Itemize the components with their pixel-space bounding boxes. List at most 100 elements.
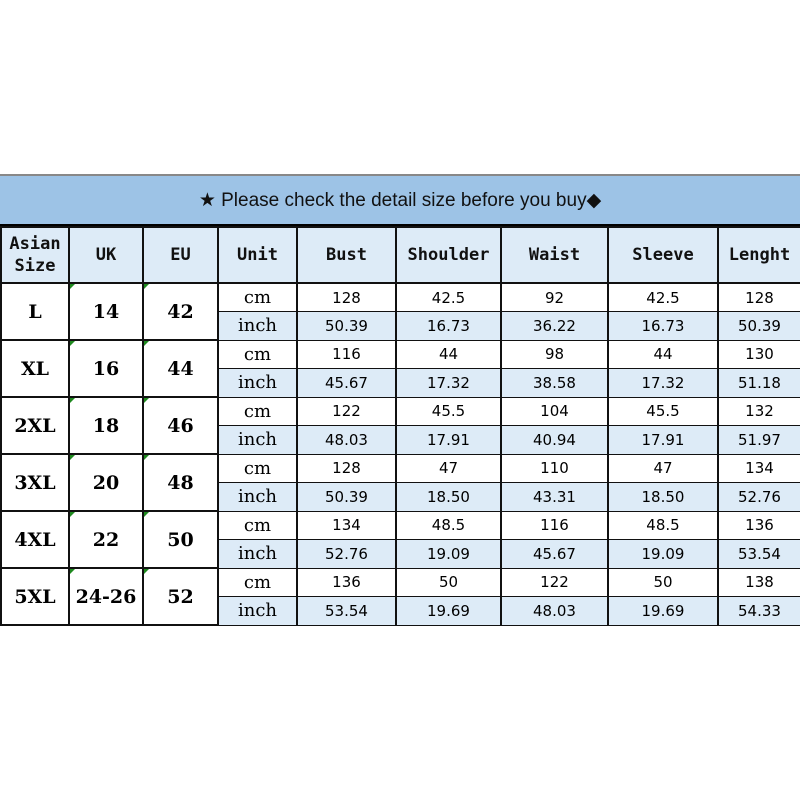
measurement-length: 52.76 bbox=[717, 482, 800, 512]
eu-size-cell: 48 bbox=[142, 453, 219, 512]
measurement-bust: 48.03 bbox=[296, 425, 397, 455]
unit-cell: cm bbox=[217, 339, 298, 369]
table-row-cm: XL 16 44 cm 116 44 98 44 130 bbox=[0, 339, 800, 398]
table-row-cm: 4XL 22 50 cm 134 48.5 116 48.5 136 bbox=[0, 510, 800, 569]
measurement-length: 51.97 bbox=[717, 425, 800, 455]
measurement-sleeve: 18.50 bbox=[607, 482, 719, 512]
measurement-waist: 104 bbox=[500, 396, 609, 426]
measurement-waist: 122 bbox=[500, 567, 609, 597]
size-chart-title: ★ Please check the detail size before yo… bbox=[0, 174, 800, 226]
table-row-cm: 3XL 20 48 cm 128 47 110 47 134 bbox=[0, 453, 800, 512]
header-waist: Waist bbox=[500, 226, 609, 284]
header-bust: Bust bbox=[296, 226, 397, 284]
measurement-waist: 92 bbox=[500, 282, 609, 312]
measurement-shoulder: 19.09 bbox=[395, 539, 502, 569]
unit-cell: cm bbox=[217, 453, 298, 483]
measurement-bust: 122 bbox=[296, 396, 397, 426]
measurement-sleeve: 19.69 bbox=[607, 596, 719, 626]
eu-size-cell: 44 bbox=[142, 339, 219, 398]
header-asian-size: Asian Size bbox=[0, 226, 70, 284]
header-eu: EU bbox=[142, 226, 219, 284]
measurement-waist: 45.67 bbox=[500, 539, 609, 569]
measurement-bust: 136 bbox=[296, 567, 397, 597]
asian-size-cell: 3XL bbox=[0, 453, 70, 512]
unit-cell: cm bbox=[217, 510, 298, 540]
unit-cell: cm bbox=[217, 567, 298, 597]
measurement-shoulder: 42.5 bbox=[395, 282, 502, 312]
table-row-cm: 5XL 24-26 52 cm 136 50 122 50 138 bbox=[0, 567, 800, 626]
header-uk: UK bbox=[68, 226, 144, 284]
uk-size-cell: 18 bbox=[68, 396, 144, 455]
measurement-bust: 45.67 bbox=[296, 368, 397, 398]
measurement-length: 132 bbox=[717, 396, 800, 426]
table-row-cm: L 14 42 cm 128 42.5 92 42.5 128 bbox=[0, 282, 800, 341]
measurement-bust: 134 bbox=[296, 510, 397, 540]
asian-size-cell: L bbox=[0, 282, 70, 341]
header-sleeve: Sleeve bbox=[607, 226, 719, 284]
measurement-bust: 50.39 bbox=[296, 311, 397, 341]
measurement-bust: 50.39 bbox=[296, 482, 397, 512]
unit-cell: inch bbox=[217, 425, 298, 455]
asian-size-cell: 2XL bbox=[0, 396, 70, 455]
unit-cell: inch bbox=[217, 596, 298, 626]
measurement-bust: 116 bbox=[296, 339, 397, 369]
measurement-bust: 128 bbox=[296, 282, 397, 312]
measurement-shoulder: 18.50 bbox=[395, 482, 502, 512]
measurement-shoulder: 48.5 bbox=[395, 510, 502, 540]
header-length: Lenght bbox=[717, 226, 800, 284]
measurement-length: 51.18 bbox=[717, 368, 800, 398]
unit-cell: inch bbox=[217, 311, 298, 341]
eu-size-cell: 52 bbox=[142, 567, 219, 626]
measurement-shoulder: 16.73 bbox=[395, 311, 502, 341]
eu-size-cell: 46 bbox=[142, 396, 219, 455]
measurement-sleeve: 17.32 bbox=[607, 368, 719, 398]
measurement-waist: 110 bbox=[500, 453, 609, 483]
header-row: Asian Size UK EU Unit Bust Shoulder Waist Sleev… bbox=[0, 226, 800, 284]
table-row-cm: 2XL 18 46 cm 122 45.5 104 45.5 132 bbox=[0, 396, 800, 455]
uk-size-cell: 14 bbox=[68, 282, 144, 341]
table-row-inch: inch 45.67 17.32 38.58 17.32 51.18 bbox=[1, 368, 800, 398]
unit-cell: cm bbox=[217, 396, 298, 426]
measurement-sleeve: 19.09 bbox=[607, 539, 719, 569]
measurement-bust: 128 bbox=[296, 453, 397, 483]
measurement-length: 50.39 bbox=[717, 311, 800, 341]
unit-cell: inch bbox=[217, 368, 298, 398]
header-shoulder: Shoulder bbox=[395, 226, 502, 284]
measurement-waist: 98 bbox=[500, 339, 609, 369]
measurement-length: 138 bbox=[717, 567, 800, 597]
measurement-shoulder: 45.5 bbox=[395, 396, 502, 426]
asian-size-cell: 4XL bbox=[0, 510, 70, 569]
measurement-length: 128 bbox=[717, 282, 800, 312]
size-table: Asian Size UK EU Unit Bust Shoulder Waist Sleev… bbox=[0, 226, 800, 626]
measurement-waist: 36.22 bbox=[500, 311, 609, 341]
measurement-waist: 40.94 bbox=[500, 425, 609, 455]
asian-size-cell: XL bbox=[0, 339, 70, 398]
uk-size-cell: 24-26 bbox=[68, 567, 144, 626]
measurement-shoulder: 19.69 bbox=[395, 596, 502, 626]
measurement-length: 134 bbox=[717, 453, 800, 483]
measurement-sleeve: 50 bbox=[607, 567, 719, 597]
table-row-inch: inch 52.76 19.09 45.67 19.09 53.54 bbox=[1, 539, 800, 569]
uk-size-cell: 20 bbox=[68, 453, 144, 512]
header-unit: Unit bbox=[217, 226, 298, 284]
measurement-bust: 53.54 bbox=[296, 596, 397, 626]
table-row-inch: inch 48.03 17.91 40.94 17.91 51.97 bbox=[1, 425, 800, 455]
asian-size-cell: 5XL bbox=[0, 567, 70, 626]
measurement-length: 130 bbox=[717, 339, 800, 369]
uk-size-cell: 16 bbox=[68, 339, 144, 398]
size-chart: ★ Please check the detail size before yo… bbox=[0, 174, 800, 626]
measurement-sleeve: 44 bbox=[607, 339, 719, 369]
unit-cell: inch bbox=[217, 539, 298, 569]
uk-size-cell: 22 bbox=[68, 510, 144, 569]
measurement-length: 53.54 bbox=[717, 539, 800, 569]
table-row-inch: inch 50.39 16.73 36.22 16.73 50.39 bbox=[1, 311, 800, 341]
measurement-waist: 38.58 bbox=[500, 368, 609, 398]
measurement-sleeve: 16.73 bbox=[607, 311, 719, 341]
measurement-bust: 52.76 bbox=[296, 539, 397, 569]
eu-size-cell: 42 bbox=[142, 282, 219, 341]
measurement-shoulder: 50 bbox=[395, 567, 502, 597]
measurement-sleeve: 47 bbox=[607, 453, 719, 483]
measurement-waist: 48.03 bbox=[500, 596, 609, 626]
measurement-sleeve: 48.5 bbox=[607, 510, 719, 540]
measurement-shoulder: 47 bbox=[395, 453, 502, 483]
